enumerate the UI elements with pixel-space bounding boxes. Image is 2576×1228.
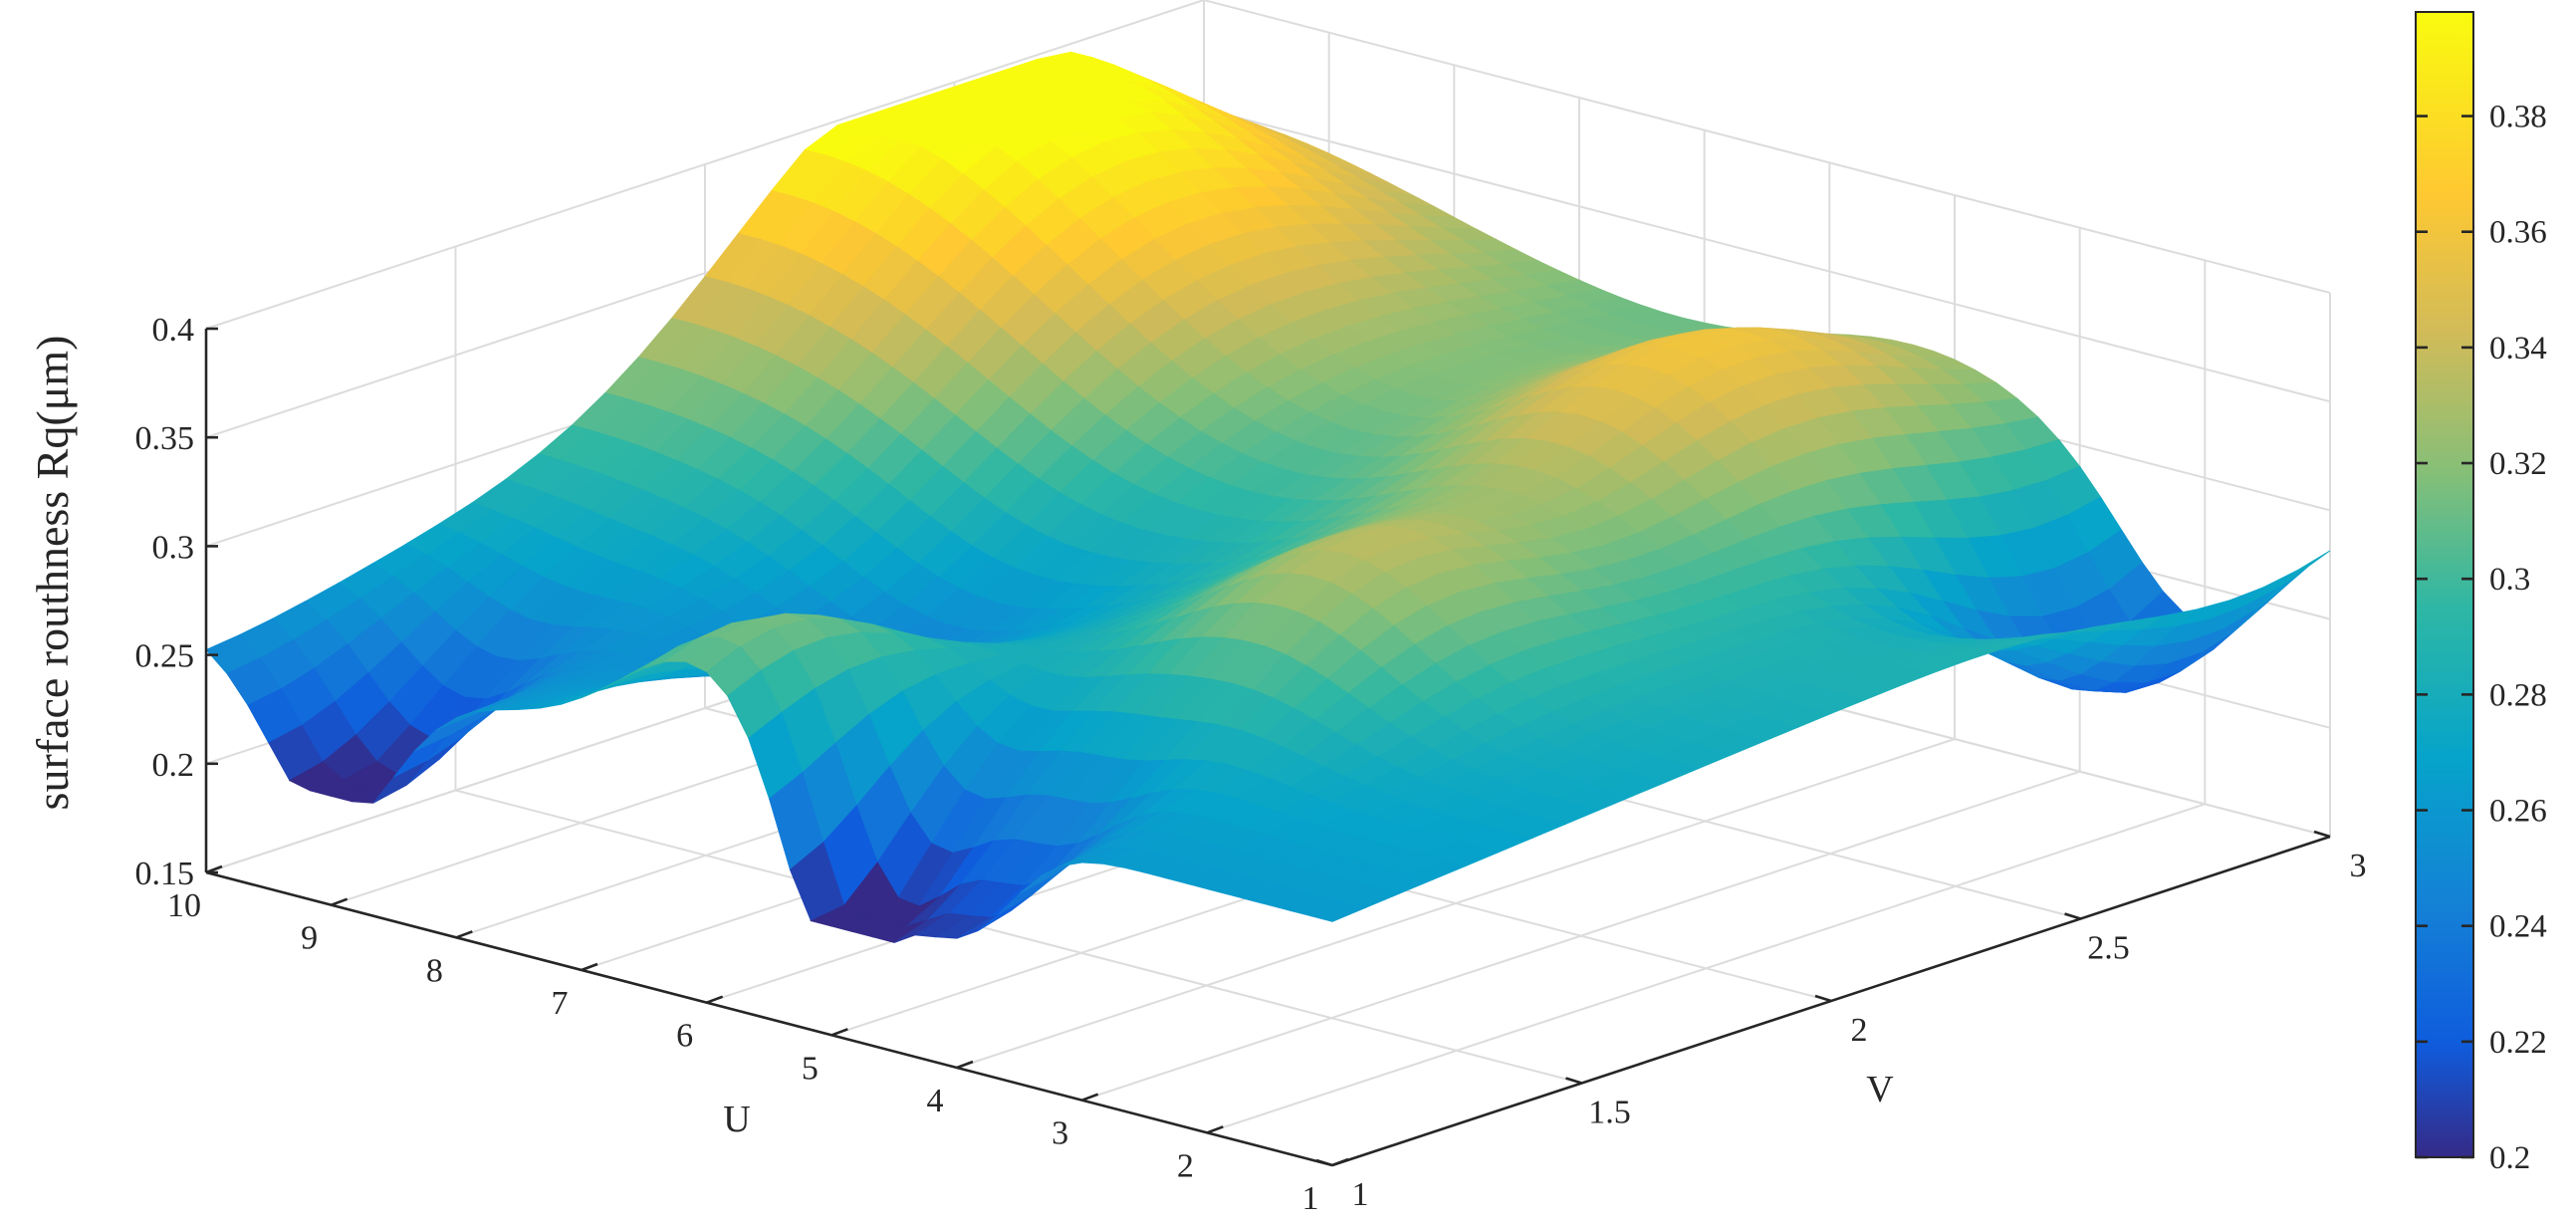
back-wall-grid-line bbox=[1203, 108, 2331, 403]
colorbar-tick-label: 0.26 bbox=[2489, 794, 2547, 830]
z-tick-label: 0.35 bbox=[135, 420, 195, 457]
v-tick bbox=[1565, 1077, 1582, 1085]
u-tick-label: 8 bbox=[426, 952, 443, 989]
z-tick-label: 0.2 bbox=[152, 747, 195, 784]
v-tick bbox=[1315, 1158, 1333, 1167]
z-axis-label: surface routhness Rq(μm) bbox=[27, 336, 78, 811]
surface-patch bbox=[1309, 901, 1367, 922]
u-tick bbox=[830, 1028, 848, 1037]
u-tick bbox=[581, 962, 598, 972]
z-tick-label: 0.15 bbox=[135, 856, 195, 892]
z-tick-label: 0.25 bbox=[135, 638, 195, 675]
v-tick bbox=[2313, 830, 2331, 839]
colorbar-tick-label: 0.38 bbox=[2489, 100, 2547, 135]
surface-patch bbox=[2242, 570, 2297, 608]
u-axis-label: U bbox=[723, 1099, 750, 1140]
u-tick-label: 7 bbox=[552, 985, 569, 1022]
colorbar-tick-label: 0.24 bbox=[2489, 909, 2547, 945]
colorbar-tick-label: 0.3 bbox=[2489, 562, 2530, 598]
u-tick-label: 2 bbox=[1177, 1147, 1194, 1184]
floor-grid-line bbox=[455, 789, 1582, 1085]
colorbar-tick-label: 0.32 bbox=[2489, 446, 2547, 482]
colorbar-tick-label: 0.2 bbox=[2489, 1140, 2530, 1176]
u-tick-label: 1 bbox=[1302, 1180, 1319, 1217]
u-tick bbox=[455, 930, 473, 939]
colorbar-tick-label: 0.34 bbox=[2489, 331, 2547, 367]
v-tick-label: 2 bbox=[1851, 1012, 1868, 1049]
u-tick-label: 6 bbox=[676, 1018, 693, 1055]
tick-labels: 0.15 0.2 0.25 0.3 0.35 0.4 1 2 3 4 5 6 7 8 9 10 1 1.5 2 2.5… bbox=[135, 312, 2367, 1217]
surface bbox=[205, 51, 2331, 943]
v-tick-label: 2.5 bbox=[2087, 930, 2130, 967]
colorbar-tick-label: 0.28 bbox=[2489, 677, 2547, 713]
colorbar-ticks: 0.2 0.22 0.24 0.26 0.28 0.3 0.32 0.34 0.36 0.38 bbox=[2416, 100, 2547, 1176]
back-wall-grid-line bbox=[1203, 0, 2331, 294]
u-tick-label: 3 bbox=[1052, 1115, 1068, 1152]
colorbar-tick-label: 0.22 bbox=[2489, 1025, 2547, 1061]
colorbar-tick-label: 0.36 bbox=[2489, 215, 2547, 251]
u-tick bbox=[205, 864, 223, 874]
v-axis-label: V bbox=[1866, 1069, 1894, 1110]
side-wall-grid-line bbox=[205, 0, 1205, 330]
u-tick-label: 10 bbox=[167, 887, 201, 924]
u-tick bbox=[706, 995, 724, 1004]
colorbar: 0.2 0.22 0.24 0.26 0.28 0.3 0.32 0.34 0.36 0.38 bbox=[2415, 11, 2547, 1176]
u-tick bbox=[956, 1060, 974, 1070]
colorbar-gradient bbox=[2415, 11, 2474, 1158]
v-tick-label: 1.5 bbox=[1588, 1095, 1631, 1131]
u-tick bbox=[331, 897, 349, 906]
v-tick bbox=[2064, 912, 2081, 920]
v-tick-label: 1 bbox=[1352, 1176, 1369, 1213]
surface-patch bbox=[2275, 550, 2331, 590]
u-axis-line bbox=[205, 870, 1333, 1167]
v-tick bbox=[1814, 994, 1832, 1003]
v-tick-label: 3 bbox=[2350, 848, 2367, 884]
u-tick-label: 9 bbox=[301, 920, 318, 957]
z-tick-label: 0.4 bbox=[152, 312, 195, 349]
u-tick bbox=[1081, 1093, 1099, 1102]
u-tick-label: 5 bbox=[802, 1050, 819, 1087]
u-tick bbox=[1206, 1125, 1224, 1134]
u-tick bbox=[1331, 1157, 1349, 1167]
z-tick-label: 0.3 bbox=[152, 529, 195, 566]
u-tick-label: 4 bbox=[927, 1083, 944, 1119]
